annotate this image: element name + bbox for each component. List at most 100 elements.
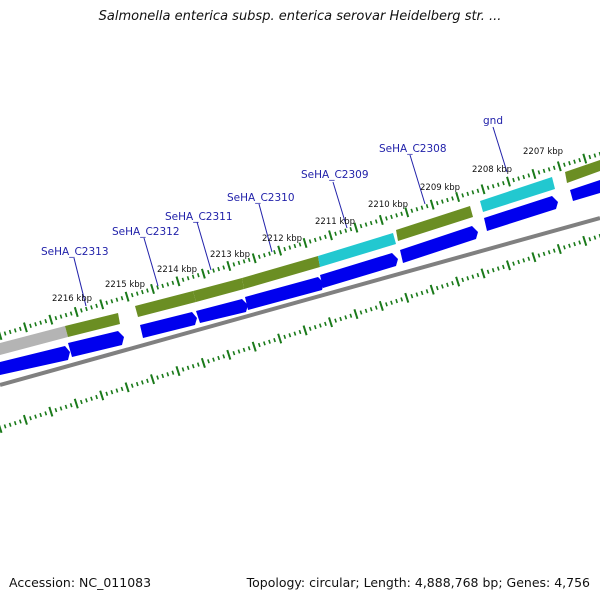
- minor-tick: [8, 422, 12, 427]
- gene-label[interactable]: SeHA_C2313: [41, 246, 109, 258]
- minor-tick: [80, 308, 83, 313]
- minor-tick: [502, 180, 505, 186]
- minor-tick: [273, 250, 276, 255]
- minor-tick: [156, 285, 159, 290]
- feature-olive[interactable]: [65, 313, 120, 337]
- minor-tick: [110, 299, 114, 304]
- minor-tick: [39, 412, 43, 418]
- map-title: Salmonella enterica subsp. enterica sero…: [98, 9, 502, 24]
- minor-tick: [496, 182, 500, 187]
- minor-tick: [29, 323, 32, 328]
- minor-tick: [446, 282, 449, 287]
- minor-tick: [110, 390, 114, 395]
- major-tick: [455, 276, 461, 287]
- minor-tick: [415, 207, 419, 212]
- minor-tick: [476, 272, 480, 278]
- gene-label[interactable]: SeHA_C2312: [112, 226, 180, 238]
- major-tick: [480, 268, 486, 279]
- minor-tick: [537, 170, 541, 175]
- minor-tick: [522, 174, 526, 180]
- cds-arrow[interactable]: [245, 277, 324, 310]
- minor-tick: [588, 237, 592, 242]
- minor-tick: [196, 273, 200, 278]
- minor-tick: [349, 227, 353, 232]
- minor-tick: [90, 305, 93, 310]
- feature-grey[interactable]: [0, 326, 68, 355]
- kbp-label: 2210 kbp: [368, 200, 408, 210]
- minor-tick: [308, 326, 312, 331]
- major-tick: [99, 299, 105, 310]
- minor-tick: [573, 241, 576, 247]
- minor-tick: [359, 310, 363, 315]
- minor-tick: [369, 307, 373, 312]
- minor-tick: [491, 184, 495, 189]
- minor-tick: [517, 259, 521, 265]
- feature-band[interactable]: [0, 160, 600, 355]
- minor-tick: [324, 321, 327, 327]
- gene-label[interactable]: SeHA_C2309: [301, 169, 369, 181]
- major-tick: [556, 243, 562, 255]
- cds-arrow[interactable]: [400, 226, 478, 263]
- minor-tick: [446, 197, 449, 203]
- major-tick: [150, 374, 156, 385]
- genome-summary-text: Topology: circular; Length: 4,888,768 bp…: [246, 575, 590, 590]
- minor-tick: [207, 269, 210, 275]
- kbp-label: 2209 kbp: [420, 183, 460, 193]
- minor-tick: [374, 219, 378, 224]
- minor-tick: [3, 424, 7, 429]
- cds-arrow[interactable]: [196, 299, 248, 323]
- minor-tick: [420, 290, 424, 296]
- minor-tick: [54, 407, 58, 413]
- feature-cyan[interactable]: [318, 233, 396, 267]
- feature-olive[interactable]: [193, 278, 244, 302]
- minor-tick: [385, 216, 388, 221]
- gene-label[interactable]: SeHA_C2310: [227, 192, 295, 204]
- minor-tick: [410, 294, 414, 299]
- major-tick: [73, 306, 79, 318]
- cds-arrow[interactable]: [140, 312, 197, 338]
- minor-tick: [512, 177, 515, 183]
- cds-arrow[interactable]: [0, 346, 70, 375]
- major-tick: [23, 322, 28, 333]
- minor-tick: [59, 406, 63, 411]
- minor-tick: [257, 342, 261, 348]
- major-tick: [480, 184, 486, 195]
- minor-tick: [263, 253, 266, 258]
- gene-label[interactable]: gnd: [483, 115, 503, 127]
- minor-tick: [146, 288, 149, 293]
- gene-label[interactable]: SeHA_C2311: [165, 211, 233, 223]
- feature-olive[interactable]: [396, 206, 473, 241]
- feature-olive[interactable]: [565, 160, 600, 183]
- minor-tick: [268, 339, 271, 344]
- major-tick: [353, 309, 359, 320]
- gene-label[interactable]: SeHA_C2308: [379, 143, 447, 155]
- minor-tick: [146, 378, 149, 383]
- minor-tick: [400, 211, 404, 216]
- minor-tick: [385, 302, 388, 307]
- minor-tick: [298, 242, 302, 247]
- minor-tick: [3, 331, 7, 336]
- minor-tick: [547, 167, 551, 172]
- cds-arrow[interactable]: [320, 253, 398, 288]
- feature-cyan[interactable]: [480, 177, 555, 212]
- minor-tick: [115, 297, 119, 302]
- cds-arrow[interactable]: [570, 180, 600, 201]
- cds-arrow[interactable]: [484, 196, 558, 231]
- minor-tick: [527, 256, 531, 261]
- minor-tick: [39, 320, 43, 325]
- minor-tick: [552, 165, 556, 170]
- feature-olive[interactable]: [135, 291, 196, 317]
- cds-arrow[interactable]: [68, 331, 124, 357]
- minor-tick: [95, 303, 98, 309]
- major-tick: [378, 300, 384, 312]
- minor-tick: [161, 373, 165, 379]
- minor-tick: [502, 264, 505, 270]
- minor-tick: [13, 420, 17, 426]
- feature-olive[interactable]: [242, 256, 320, 289]
- major-tick: [99, 390, 105, 401]
- major-tick: [0, 424, 3, 434]
- cds-arrows[interactable]: [0, 180, 600, 375]
- minor-tick: [568, 243, 571, 248]
- minor-tick: [237, 349, 241, 354]
